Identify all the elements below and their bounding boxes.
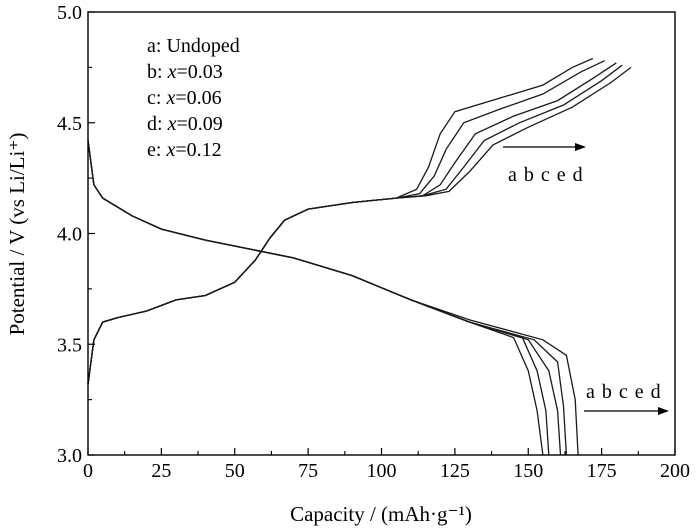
y-tick-label: 3.0 — [57, 445, 82, 467]
x-tick-label: 125 — [440, 460, 470, 482]
ticks-layer: 0 25 50 75 100 125 150 175 200 3.0 3.5 4.0 4.5 5.0 — [57, 2, 690, 482]
y-tick-label: 5.0 — [57, 2, 82, 24]
y-tick-label: 4.5 — [57, 113, 82, 135]
legend-entry-d: d: x=0.09 — [147, 113, 223, 135]
x-tick-label: 200 — [660, 460, 690, 482]
legend-entry-a: a: Undoped — [147, 35, 240, 57]
discharge-arrow-head — [658, 407, 669, 415]
y-tick-label: 4.0 — [57, 224, 82, 246]
y-axis-title: Potential / V (vs Li/Li⁺) — [5, 133, 29, 336]
legend-entry-e: e: x=0.12 — [147, 139, 222, 161]
series-a-discharge-line — [87, 140, 544, 456]
x-tick-label: 75 — [298, 460, 318, 482]
x-tick-label: 50 — [225, 460, 245, 482]
series-c-charge-line — [87, 62, 617, 385]
series-e-charge-line — [87, 64, 623, 385]
series-e-discharge-line — [87, 140, 568, 456]
charge-order-label: a b c e d — [508, 164, 584, 186]
discharge-order-label: a b c e d — [586, 381, 662, 403]
x-tick-label: 175 — [587, 460, 617, 482]
x-tick-label: 0 — [83, 460, 93, 482]
x-axis-title: Capacity / (mAh·g⁻¹) — [290, 502, 472, 526]
x-tick-label: 25 — [151, 460, 171, 482]
legend-entry-c: c: x=0.06 — [147, 87, 222, 109]
series-b-discharge-line — [87, 140, 550, 456]
x-tick-label: 100 — [367, 460, 397, 482]
charge-arrow-head — [575, 143, 586, 151]
series-d-discharge-line — [87, 140, 579, 456]
y-tick-label: 3.5 — [57, 334, 82, 356]
x-tick-label: 150 — [513, 460, 543, 482]
curves-layer — [87, 57, 632, 456]
legend: a: Undoped b: x=0.03 c: x=0.06 d: x=0.09 e: … — [147, 35, 240, 161]
series-c-discharge-line — [87, 140, 562, 456]
legend-entry-b: b: x=0.03 — [147, 61, 223, 83]
